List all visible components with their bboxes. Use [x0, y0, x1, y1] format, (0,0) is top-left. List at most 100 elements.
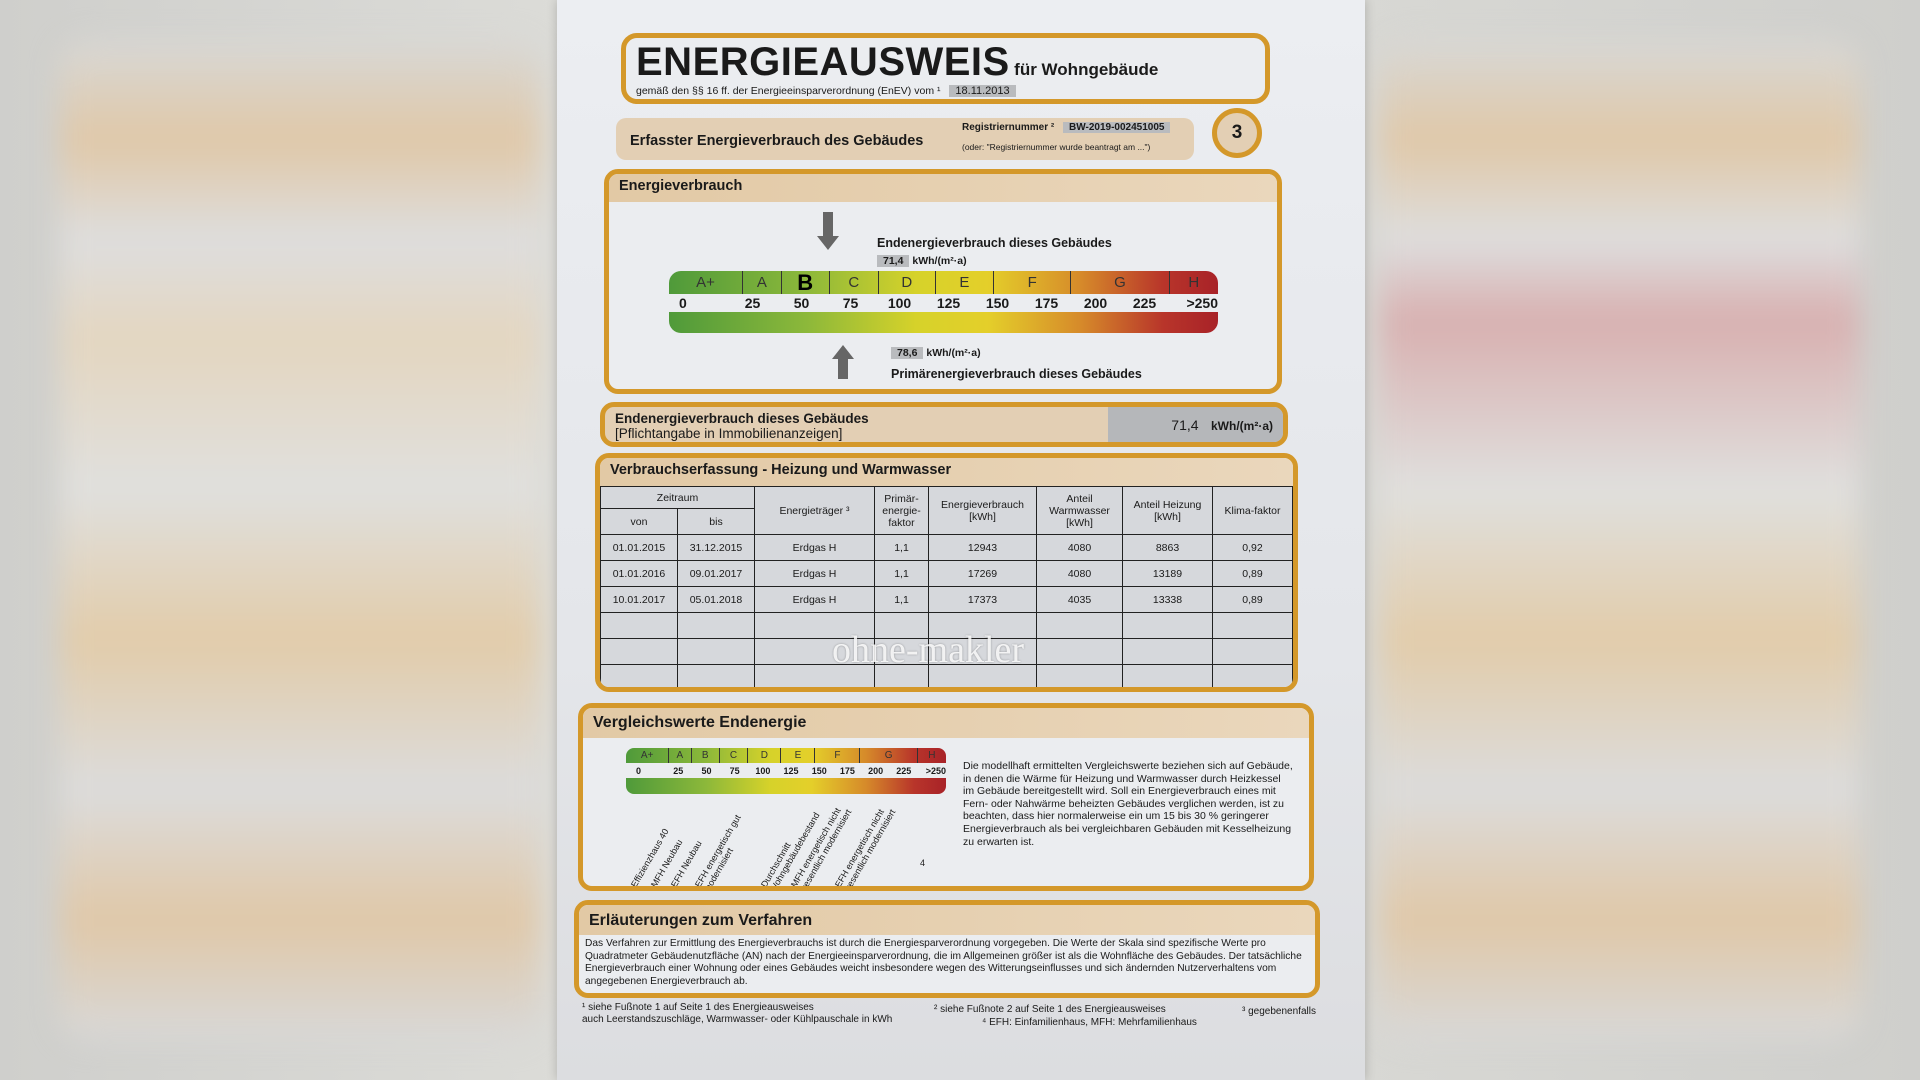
end-energy-summary: Endenergieverbrauch dieses Gebäudes [Pfl…	[600, 402, 1288, 447]
energy-class-G: G	[1071, 271, 1170, 294]
cell-bis: 09.01.2017	[677, 560, 755, 587]
cell-heizung: 13338	[1122, 586, 1213, 613]
summary-label: Endenergieverbrauch dieses Gebäudes	[615, 411, 869, 426]
energy-class-Aplus: A+	[626, 748, 670, 763]
cell-warmwasser: 4080	[1036, 560, 1123, 587]
scale-tick: 75	[729, 765, 740, 776]
scale-tick: 125	[936, 295, 961, 311]
scale-tick: 150	[811, 765, 827, 776]
energy-consumption-section: Energieverbrauch Endenergieverbrauch die…	[604, 169, 1282, 394]
consumption-table: Zeitraum Energieträger ³ Primär-energie-…	[600, 486, 1293, 687]
energy-class-F: F	[994, 271, 1072, 294]
energy-class-A: A	[669, 748, 692, 763]
energy-class-Aplus: A+	[669, 271, 744, 294]
primary-energy-value: 78,6	[891, 347, 924, 359]
col-zeitraum: Zeitraum	[600, 486, 755, 509]
cell-verbrauch: 17269	[928, 560, 1037, 587]
scale-tick: 50	[701, 765, 712, 776]
energy-class-A: A	[743, 271, 782, 294]
primary-energy-arrow-icon	[832, 345, 854, 359]
scale-tick: 150	[985, 295, 1010, 311]
scale-tick: 175	[1034, 295, 1059, 311]
section-header: Verbrauchserfassung - Heizung und Warmwa…	[600, 458, 1293, 486]
scale-tick: 100	[755, 765, 771, 776]
cell-verbrauch: 17373	[928, 586, 1037, 613]
footnote-4: ⁴ EFH: Einfamilienhaus, MFH: Mehrfamilie…	[982, 1017, 1197, 1028]
scale-tick: 100	[887, 295, 912, 311]
cell-klima: 0,89	[1212, 560, 1293, 587]
registration-note: (oder: "Registriernummer wurde beantragt…	[962, 142, 1151, 152]
energy-scale: A+ A B C D E F G H 0 25 50 75 100 125 150 175 200 225 >250	[669, 271, 1218, 333]
scale-tick: >250	[1186, 295, 1218, 311]
method-explanation-section: Erläuterungen zum Verfahren Das Verfahre…	[574, 900, 1320, 998]
registration-label: Registriernummer ²	[962, 122, 1055, 133]
scale-tick: 0	[636, 765, 642, 776]
scale-tick: 200	[1083, 295, 1108, 311]
energy-class-E: E	[781, 748, 816, 763]
registration-band: Erfasster Energieverbrauch des Gebäudes …	[616, 118, 1194, 160]
energy-class-C: C	[830, 271, 879, 294]
page-number: 3	[1231, 122, 1243, 143]
footnotes: ¹ siehe Fußnote 1 auf Seite 1 des Energi…	[582, 1002, 1316, 1034]
section-header: Vergleichswerte Endenergie	[583, 708, 1309, 738]
certificate-header: ENERGIEAUSWEIS für Wohngebäude gemäß den…	[621, 33, 1270, 104]
document-title: ENERGIEAUSWEIS	[636, 40, 1010, 84]
section-header: Erläuterungen zum Verfahren	[579, 905, 1315, 935]
col-klimafaktor: Klima-faktor	[1212, 486, 1293, 535]
comparison-explanation: Die modellhaft ermittelten Vergleichswer…	[963, 760, 1293, 848]
energy-class-D: D	[879, 271, 936, 294]
energy-class-D: D	[748, 748, 782, 763]
col-warmwasser: Anteil Warmwasser [kWh]	[1036, 486, 1123, 535]
end-energy-label: Endenergieverbrauch dieses Gebäudes	[877, 236, 1112, 250]
table-row-empty	[600, 664, 1293, 687]
end-energy-unit: kWh/(m²·a)	[912, 255, 967, 267]
scale-tick: 25	[744, 295, 761, 311]
watermark: ohne-makler	[832, 629, 1025, 671]
col-energieverbrauch: Energieverbrauch [kWh]	[928, 486, 1037, 535]
cell-klima: 0,92	[1212, 534, 1293, 561]
method-explanation-text: Das Verfahren zur Ermittlung des Energie…	[585, 938, 1302, 987]
scale-tick: 175	[839, 765, 855, 776]
cell-von: 01.01.2015	[600, 534, 678, 561]
energy-class-H: H	[928, 750, 936, 761]
scale-tick: 0	[679, 295, 687, 311]
footnote-3: ³ gegebenenfalls	[1242, 1006, 1316, 1017]
table-row: 10.01.2017 05.01.2018 Erdgas H 1,1 17373 4035…	[600, 586, 1293, 613]
scale-tick: 25	[673, 765, 684, 776]
energy-class-B: B	[782, 271, 830, 294]
col-primaerenergiefaktor: Primär-energie-faktor	[874, 486, 929, 535]
table-row: 01.01.2016 09.01.2017 Erdgas H 1,1 17269 4080…	[600, 560, 1293, 587]
cell-warmwasser: 4080	[1036, 534, 1123, 561]
energy-class-E: E	[936, 271, 994, 294]
energy-class-H: H	[1188, 274, 1200, 291]
summary-value: 71,4	[1171, 417, 1199, 433]
energy-class-C: C	[720, 748, 749, 763]
scale-tick: 125	[783, 765, 799, 776]
background-blur-right	[1380, 40, 1860, 1040]
cell-traeger: Erdgas H	[754, 534, 875, 561]
cell-verbrauch: 12943	[928, 534, 1037, 561]
end-energy-arrow-icon	[817, 236, 839, 250]
scale-tick: 225	[1132, 295, 1157, 311]
cell-faktor: 1,1	[874, 534, 929, 561]
section-title: Erfasster Energieverbrauch des Gebäudes	[630, 133, 924, 149]
comparison-values-section: Vergleichswerte Endenergie A+ A B C D E F G H 0 2…	[578, 703, 1314, 891]
document-title-suffix: für Wohngebäude	[1014, 60, 1159, 79]
cell-faktor: 1,1	[874, 586, 929, 613]
col-bis: bis	[677, 508, 755, 535]
background-blur-left	[60, 40, 540, 1040]
footnote-1b: auch Leerstandszuschläge, Warmwasser- od…	[582, 1014, 893, 1025]
scale-tick: >250	[925, 765, 947, 776]
regulation-date: 18.11.2013	[949, 85, 1016, 97]
scale-tick: 50	[793, 295, 810, 311]
cell-klima: 0,89	[1212, 586, 1293, 613]
cell-von: 10.01.2017	[600, 586, 678, 613]
cell-heizung: 13189	[1122, 560, 1213, 587]
registration-number: BW-2019-002451005	[1063, 122, 1171, 133]
scale-tick: 75	[842, 295, 859, 311]
consumption-record-section: Verbrauchserfassung - Heizung und Warmwa…	[595, 453, 1298, 692]
cell-faktor: 1,1	[874, 560, 929, 587]
cell-von: 01.01.2016	[600, 560, 678, 587]
page-number-badge: 3	[1212, 108, 1262, 158]
col-energietraeger: Energieträger ³	[754, 486, 875, 535]
